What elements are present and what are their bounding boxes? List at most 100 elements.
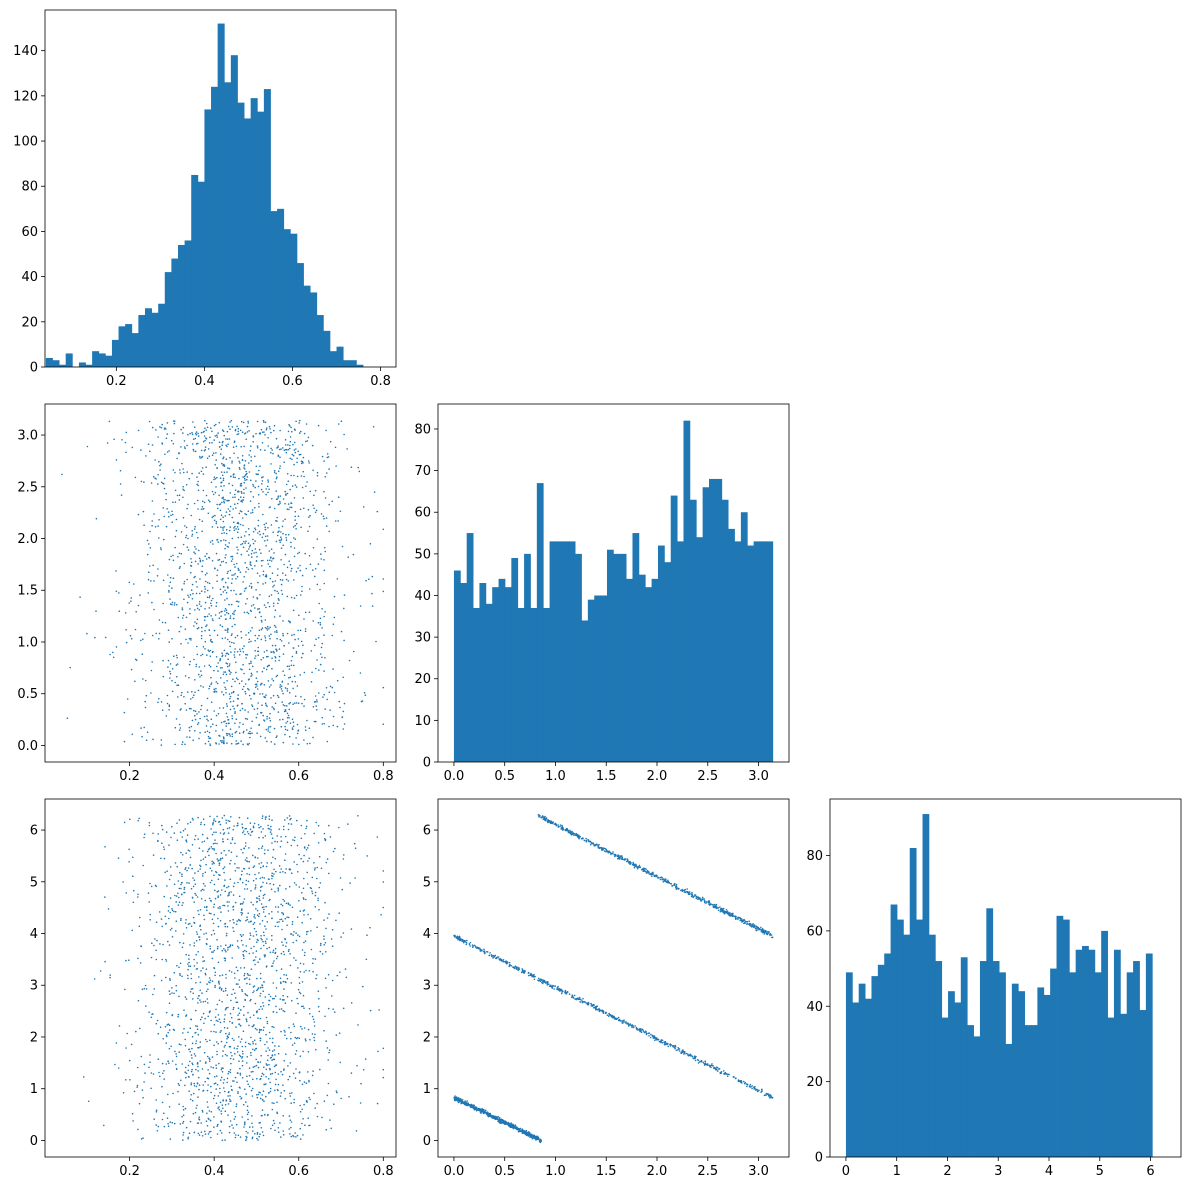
scatter-point	[138, 514, 140, 516]
scatter-point	[257, 608, 259, 610]
scatter-point	[166, 438, 168, 440]
scatter-point	[262, 1073, 264, 1075]
scatter-point	[232, 517, 234, 519]
scatter-point	[195, 1112, 197, 1114]
scatter-point	[677, 1049, 679, 1051]
scatter-point	[299, 1128, 301, 1130]
scatter-point	[284, 675, 286, 677]
scatter-point	[288, 709, 290, 711]
scatter-point	[200, 1122, 202, 1124]
scatter-point	[178, 1083, 180, 1085]
scatter-point	[246, 1021, 248, 1023]
scatter-point	[137, 894, 139, 896]
scatter-point	[261, 429, 263, 431]
scatter-point	[137, 820, 139, 822]
scatter-point	[269, 606, 271, 608]
scatter-point	[189, 730, 191, 732]
scatter-point	[239, 513, 241, 515]
scatter-point	[282, 579, 284, 581]
scatter-point	[216, 434, 218, 436]
scatter-point	[210, 650, 212, 652]
scatter-point	[261, 862, 263, 864]
scatter-point	[253, 916, 255, 918]
scatter-point	[273, 552, 275, 554]
scatter-point	[237, 553, 239, 555]
scatter-point	[223, 682, 225, 684]
scatter-point	[213, 1031, 215, 1033]
scatter-point	[246, 977, 248, 979]
scatter-point	[245, 1093, 247, 1095]
scatter-point	[227, 733, 229, 735]
scatter-point	[228, 542, 230, 544]
scatter-point	[165, 493, 167, 495]
scatter-point	[249, 585, 251, 587]
scatter-point	[170, 577, 172, 579]
scatter-point	[324, 611, 326, 613]
scatter-point	[253, 1014, 255, 1016]
scatter-point	[227, 431, 229, 433]
scatter-point	[205, 1001, 207, 1003]
scatter-point	[240, 430, 242, 432]
scatter-point	[193, 1113, 195, 1115]
histogram-bar	[99, 353, 106, 367]
scatter-point	[193, 450, 195, 452]
scatter-point	[286, 1038, 288, 1040]
scatter-point	[266, 429, 268, 431]
scatter-point	[129, 1079, 131, 1081]
scatter-point	[300, 594, 302, 596]
scatter-point	[303, 476, 305, 478]
scatter-point	[162, 944, 164, 946]
scatter-point	[250, 445, 252, 447]
scatter-point	[237, 679, 239, 681]
scatter-point	[217, 858, 219, 860]
scatter-point	[229, 428, 231, 430]
scatter-point	[265, 941, 267, 943]
scatter-point	[363, 506, 365, 508]
scatter-point	[316, 705, 318, 707]
scatter-point	[303, 878, 305, 880]
scatter-point	[185, 1077, 187, 1079]
scatter-point	[285, 534, 287, 536]
scatter-point	[251, 627, 253, 629]
scatter-point	[216, 504, 218, 506]
scatter-point	[245, 531, 247, 533]
scatter-point	[258, 898, 260, 900]
scatter-point	[228, 500, 230, 502]
scatter-point	[175, 930, 177, 932]
scatter-point	[169, 704, 171, 706]
scatter-point	[312, 445, 314, 447]
scatter-point	[213, 875, 215, 877]
scatter-point	[284, 705, 286, 707]
scatter-point	[315, 490, 317, 492]
scatter-point	[263, 667, 265, 669]
scatter-point	[181, 873, 183, 875]
scatter-point	[209, 635, 211, 637]
scatter-point	[197, 537, 199, 539]
scatter-point	[298, 744, 300, 746]
scatter-point	[242, 455, 244, 457]
scatter-point	[198, 995, 200, 997]
scatter-point	[289, 506, 291, 508]
scatter-point	[149, 883, 151, 885]
scatter-point	[198, 627, 200, 629]
scatter-point	[224, 1027, 226, 1029]
scatter-point	[187, 434, 189, 436]
scatter-point	[255, 884, 257, 886]
scatter-point	[242, 459, 244, 461]
scatter-point	[237, 946, 239, 948]
scatter-point	[261, 639, 263, 641]
scatter-point	[235, 902, 237, 904]
scatter-point	[257, 1097, 259, 1099]
scatter-point	[215, 831, 217, 833]
scatter-point	[205, 581, 207, 583]
scatter-point	[377, 511, 379, 513]
scatter-point	[180, 626, 182, 628]
scatter-point	[202, 850, 204, 852]
scatter-point	[231, 715, 233, 717]
scatter-point	[152, 833, 154, 835]
scatter-point	[238, 867, 240, 869]
scatter-point	[237, 1046, 239, 1048]
scatter-point	[310, 564, 312, 566]
scatter-point	[272, 572, 274, 574]
scatter-point	[273, 651, 275, 653]
